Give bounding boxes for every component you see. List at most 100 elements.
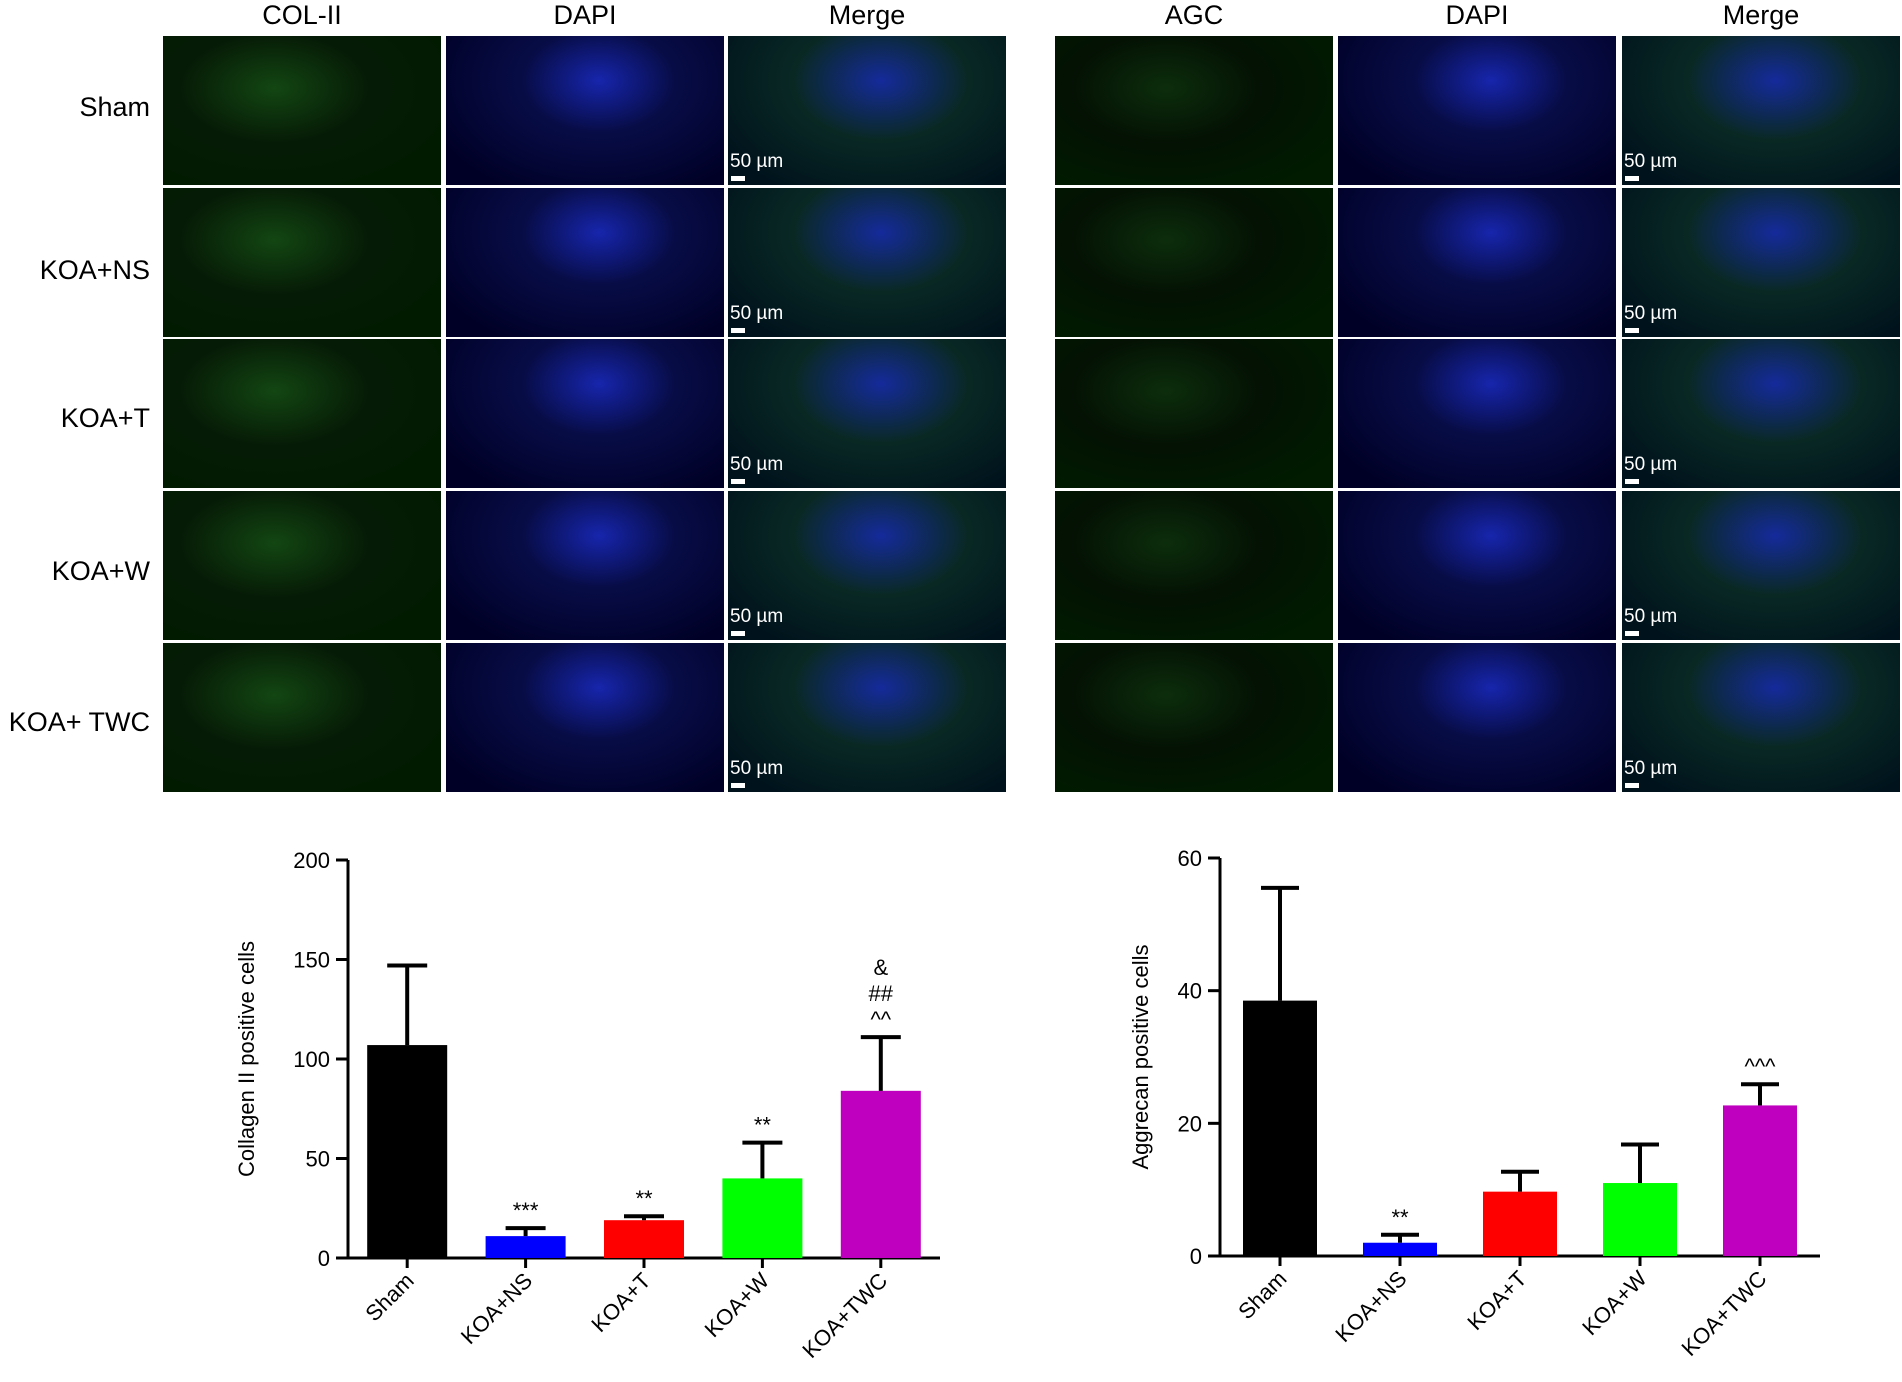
y-tick-label: 150 [293, 948, 330, 973]
micrograph-agc-row5 [1055, 643, 1333, 792]
scale-bar [731, 479, 745, 484]
scale-bar-label: 50 µm [730, 151, 784, 172]
x-tick-label: KOA+TWC [1676, 1266, 1771, 1361]
micrograph-agc-row2 [1055, 188, 1333, 337]
micrograph-merge-right-row1: 50 µm [1622, 36, 1900, 185]
micrograph-merge-left-row5: 50 µm [728, 643, 1006, 792]
x-tick-label: Sham [360, 1268, 418, 1326]
micrograph-merge-left-row4: 50 µm [728, 491, 1006, 640]
micrograph-dapi-left-row3 [446, 339, 724, 488]
y-tick-label: 0 [318, 1246, 330, 1271]
micrograph-dapi-right-row1 [1338, 36, 1616, 185]
y-tick-label: 200 [293, 848, 330, 873]
scale-bar [731, 176, 745, 181]
col-header-dapi-right: DAPI [1445, 0, 1509, 30]
row-label-koa-ns: KOA+NS [39, 255, 150, 285]
bar-koa-w [1603, 1183, 1677, 1256]
micrograph-dapi-right-row2 [1338, 188, 1616, 337]
scale-bar [1625, 479, 1639, 484]
scale-bar-label: 50 µm [1624, 303, 1678, 324]
x-tick-label: KOA+TWC [797, 1268, 892, 1363]
scale-bar [1625, 631, 1639, 636]
micrograph-dapi-right-row3 [1338, 339, 1616, 488]
bar-koa-t [1483, 1191, 1557, 1256]
micrograph-col2-row4 [163, 491, 441, 640]
x-tick-label: KOA+W [700, 1268, 774, 1342]
micrograph-dapi-left-row1 [446, 36, 724, 185]
collagen-ii-bar-chart: 0 50 100 150 200 Collagen II positive cells Sh… [234, 848, 940, 1363]
row-label-sham: Sham [79, 92, 150, 122]
scale-bar-label: 50 µm [730, 454, 784, 475]
y-tick-label: 40 [1178, 979, 1202, 1004]
bar-sham [1243, 1000, 1317, 1256]
bar-koa-twc [1723, 1105, 1797, 1256]
scale-bar-label: 50 µm [1624, 151, 1678, 172]
col-header-col2: COL-II [262, 0, 342, 30]
micrograph-merge-left-row1: 50 µm [728, 36, 1006, 185]
x-tick-label: KOA+W [1577, 1266, 1651, 1340]
bar-koa-w [722, 1178, 803, 1258]
scale-bar [731, 328, 745, 333]
micrograph-agc-row4 [1055, 491, 1333, 640]
micrograph-agc-row3 [1055, 339, 1333, 488]
micrograph-agc-row1 [1055, 36, 1333, 185]
scale-bar [1625, 783, 1639, 788]
significance-annotation: *** [513, 1198, 539, 1223]
bar-koa-ns [1363, 1242, 1437, 1256]
row-label-koa-twc: KOA+ TWC [8, 707, 150, 737]
aggrecan-bar-chart: 0 20 40 60 Aggrecan positive cells Sham KOA+NS… [1128, 846, 1820, 1361]
micrograph-col2-row5 [163, 643, 441, 792]
scale-bar-label: 50 µm [730, 606, 784, 627]
scale-bar-label: 50 µm [730, 758, 784, 779]
bar-koa-ns [485, 1236, 566, 1258]
y-tick-label: 50 [306, 1147, 330, 1172]
significance-annotation: ^^ [870, 1007, 891, 1032]
micrograph-col2-row2 [163, 188, 441, 337]
micrograph-merge-left-row3: 50 µm [728, 339, 1006, 488]
col-header-dapi-left: DAPI [553, 0, 617, 30]
scale-bar [731, 631, 745, 636]
scale-bar [731, 783, 745, 788]
row-label-koa-w: KOA+W [51, 556, 150, 586]
significance-annotation: ** [754, 1113, 772, 1138]
x-tick-label: KOA+T [1462, 1266, 1531, 1335]
x-tick-label: Sham [1233, 1266, 1291, 1324]
y-tick-label: 60 [1178, 846, 1202, 871]
micrograph-dapi-left-row5 [446, 643, 724, 792]
significance-annotation: & [873, 955, 888, 980]
col-header-merge-right: Merge [1722, 0, 1800, 30]
micrograph-merge-right-row3: 50 µm [1622, 339, 1900, 488]
micrograph-merge-left-row2: 50 µm [728, 188, 1006, 337]
y-tick-label: 20 [1178, 1111, 1202, 1136]
scale-bar-label: 50 µm [1624, 606, 1678, 627]
significance-annotation: ## [869, 981, 894, 1006]
col-header-merge-left: Merge [828, 0, 906, 30]
scale-bar-label: 50 µm [1624, 454, 1678, 475]
bar-koa-t [604, 1220, 684, 1258]
micrograph-merge-right-row4: 50 µm [1622, 491, 1900, 640]
y-axis-label: Collagen II positive cells [234, 941, 259, 1177]
micrograph-dapi-right-row4 [1338, 491, 1616, 640]
scale-bar [1625, 176, 1639, 181]
micrograph-dapi-left-row2 [446, 188, 724, 337]
bar-koa-twc [840, 1090, 921, 1258]
bar-sham [367, 1045, 448, 1258]
row-label-koa-t: KOA+T [60, 403, 150, 433]
x-tick-label: KOA+T [586, 1268, 655, 1337]
significance-annotation: ** [1391, 1205, 1409, 1230]
scale-bar-label: 50 µm [1624, 758, 1678, 779]
micrograph-dapi-right-row5 [1338, 643, 1616, 792]
micrograph-col2-row3 [163, 339, 441, 488]
significance-annotation: ** [635, 1186, 653, 1211]
scale-bar [1625, 328, 1639, 333]
micrograph-col2-row1 [163, 36, 441, 185]
y-axis-label: Aggrecan positive cells [1128, 944, 1153, 1169]
scale-bar-label: 50 µm [730, 303, 784, 324]
micrograph-merge-right-row2: 50 µm [1622, 188, 1900, 337]
x-tick-label: KOA+NS [456, 1268, 537, 1349]
micrograph-dapi-left-row4 [446, 491, 724, 640]
micrograph-merge-right-row5: 50 µm [1622, 643, 1900, 792]
x-tick-label: KOA+NS [1330, 1266, 1411, 1347]
y-tick-label: 100 [293, 1047, 330, 1072]
y-tick-label: 0 [1190, 1244, 1202, 1269]
